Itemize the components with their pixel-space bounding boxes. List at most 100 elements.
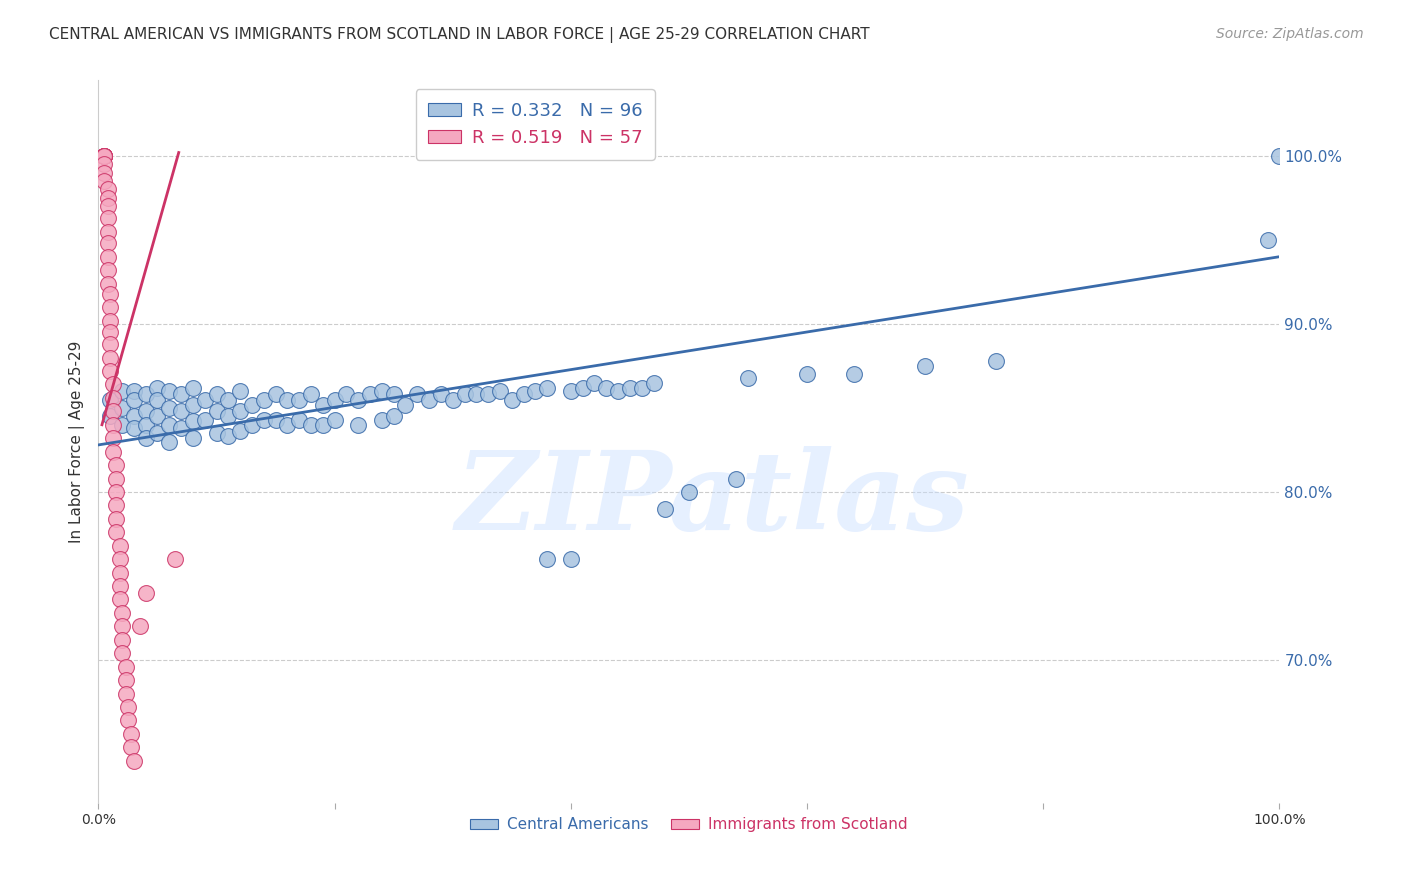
- Point: [97, 191, 120, 205]
- Point: [536, 381, 558, 395]
- Point: [441, 392, 464, 407]
- Point: [108, 592, 131, 607]
- Point: [229, 384, 252, 398]
- Point: [465, 387, 488, 401]
- Text: CENTRAL AMERICAN VS IMMIGRANTS FROM SCOTLAND IN LABOR FORCE | AGE 25-29 CORRELAT: CENTRAL AMERICAN VS IMMIGRANTS FROM SCOT…: [49, 27, 870, 43]
- Point: [984, 354, 1007, 368]
- Point: [524, 384, 547, 398]
- Point: [276, 392, 298, 407]
- Point: [477, 387, 499, 401]
- Point: [264, 387, 287, 401]
- Point: [205, 387, 228, 401]
- Point: [111, 632, 134, 647]
- Point: [122, 384, 145, 398]
- Point: [98, 286, 121, 301]
- Point: [135, 387, 157, 401]
- Point: [108, 539, 131, 553]
- Point: [117, 714, 139, 728]
- Point: [630, 381, 652, 395]
- Point: [347, 392, 370, 407]
- Point: [97, 236, 120, 251]
- Point: [114, 687, 136, 701]
- Point: [97, 250, 120, 264]
- Point: [105, 512, 128, 526]
- Point: [501, 392, 523, 407]
- Point: [98, 326, 121, 340]
- Point: [406, 387, 429, 401]
- Point: [725, 471, 748, 485]
- Point: [98, 337, 121, 351]
- Point: [1268, 149, 1291, 163]
- Point: [170, 387, 193, 401]
- Point: [97, 211, 120, 225]
- Point: [165, 552, 187, 566]
- Point: [93, 157, 115, 171]
- Point: [105, 499, 128, 513]
- Point: [194, 413, 217, 427]
- Text: ZIPatlas: ZIPatlas: [456, 446, 970, 553]
- Point: [240, 417, 263, 432]
- Point: [217, 409, 239, 424]
- Point: [101, 444, 124, 458]
- Point: [111, 646, 134, 660]
- Point: [253, 413, 276, 427]
- Point: [512, 387, 534, 401]
- Point: [101, 391, 124, 405]
- Point: [323, 413, 346, 427]
- Point: [111, 619, 134, 633]
- Point: [117, 700, 139, 714]
- Point: [128, 619, 150, 633]
- Point: [157, 401, 180, 415]
- Point: [157, 384, 180, 398]
- Point: [654, 501, 676, 516]
- Point: [229, 425, 252, 439]
- Point: [93, 149, 115, 163]
- Point: [418, 392, 440, 407]
- Point: [1257, 233, 1279, 247]
- Point: [489, 384, 512, 398]
- Point: [359, 387, 381, 401]
- Point: [595, 381, 617, 395]
- Point: [98, 364, 121, 378]
- Point: [105, 485, 128, 500]
- Text: Source: ZipAtlas.com: Source: ZipAtlas.com: [1216, 27, 1364, 41]
- Point: [205, 404, 228, 418]
- Point: [101, 377, 124, 392]
- Point: [111, 384, 134, 398]
- Point: [114, 673, 136, 687]
- Point: [453, 387, 475, 401]
- Point: [560, 552, 582, 566]
- Point: [93, 149, 115, 163]
- Point: [157, 417, 180, 432]
- Point: [122, 392, 145, 407]
- Point: [571, 381, 593, 395]
- Point: [97, 263, 120, 277]
- Point: [105, 458, 128, 472]
- Point: [114, 659, 136, 673]
- Point: [914, 359, 936, 373]
- Point: [101, 404, 124, 418]
- Point: [217, 429, 239, 443]
- Point: [253, 392, 276, 407]
- Point: [607, 384, 630, 398]
- Point: [97, 277, 120, 291]
- Point: [619, 381, 641, 395]
- Point: [101, 431, 124, 445]
- Point: [108, 566, 131, 580]
- Point: [122, 754, 145, 768]
- Point: [217, 392, 239, 407]
- Point: [121, 727, 143, 741]
- Point: [105, 525, 128, 540]
- Point: [98, 300, 121, 314]
- Point: [583, 376, 606, 390]
- Point: [323, 392, 346, 407]
- Point: [93, 149, 115, 163]
- Point: [536, 552, 558, 566]
- Point: [181, 414, 204, 428]
- Point: [146, 381, 169, 395]
- Point: [121, 740, 143, 755]
- Point: [371, 413, 394, 427]
- Point: [170, 421, 193, 435]
- Point: [371, 384, 394, 398]
- Point: [93, 174, 115, 188]
